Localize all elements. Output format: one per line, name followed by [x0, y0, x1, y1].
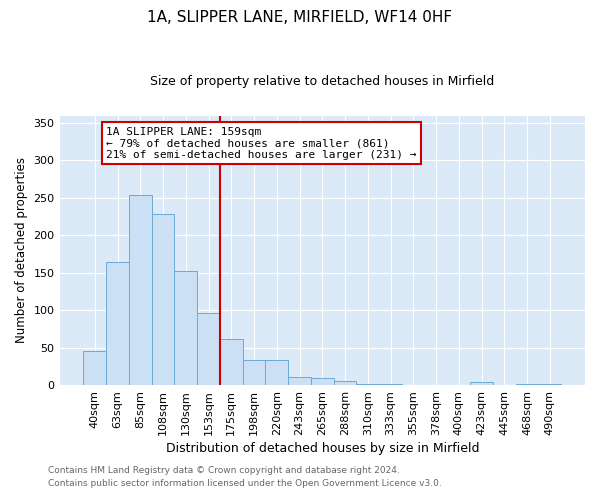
Bar [515, 384, 538, 385]
Bar [242, 360, 265, 385]
Bar [356, 384, 379, 385]
Y-axis label: Number of detached properties: Number of detached properties [15, 158, 28, 344]
Bar [265, 360, 288, 385]
Bar [379, 384, 402, 385]
Bar [311, 378, 334, 385]
Bar [197, 313, 220, 385]
Bar [334, 382, 356, 385]
Bar [175, 272, 197, 385]
Bar [83, 352, 106, 385]
X-axis label: Distribution of detached houses by size in Mirfield: Distribution of detached houses by size … [166, 442, 479, 455]
Bar [152, 214, 175, 385]
Bar [220, 340, 242, 385]
Bar [538, 384, 561, 385]
Text: 1A, SLIPPER LANE, MIRFIELD, WF14 0HF: 1A, SLIPPER LANE, MIRFIELD, WF14 0HF [148, 10, 452, 25]
Text: 1A SLIPPER LANE: 159sqm
← 79% of detached houses are smaller (861)
21% of semi-d: 1A SLIPPER LANE: 159sqm ← 79% of detache… [106, 127, 416, 160]
Bar [470, 382, 493, 385]
Bar [106, 262, 129, 385]
Text: Contains HM Land Registry data © Crown copyright and database right 2024.
Contai: Contains HM Land Registry data © Crown c… [48, 466, 442, 487]
Bar [129, 195, 152, 385]
Bar [288, 377, 311, 385]
Title: Size of property relative to detached houses in Mirfield: Size of property relative to detached ho… [150, 75, 494, 88]
